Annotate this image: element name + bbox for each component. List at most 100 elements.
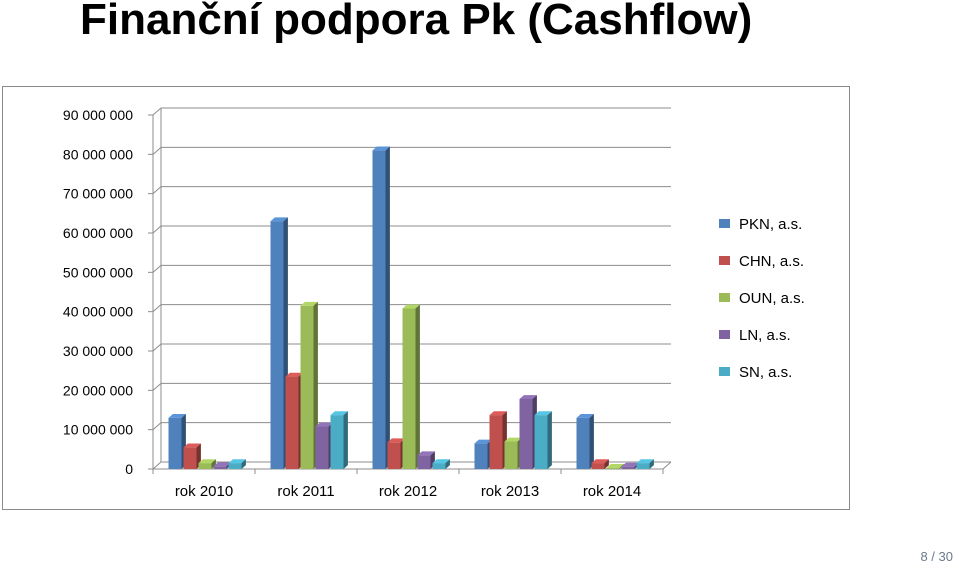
y-tick-label: 90 000 000 — [63, 107, 133, 123]
gridline-side — [152, 343, 162, 352]
gridline-side — [152, 264, 162, 273]
legend-label: CHN, a.s. — [739, 253, 804, 270]
legend-swatch — [719, 367, 730, 376]
bar-top — [417, 451, 435, 456]
bar-chart: 0 10 000 000 20 000 000 30 000 000 40 000 00… — [63, 107, 805, 500]
bar-top — [432, 459, 450, 464]
page-number: 8 / 30 — [920, 549, 953, 564]
bar — [228, 463, 242, 469]
bar — [636, 463, 650, 469]
bar — [519, 398, 533, 469]
bar-top — [591, 459, 609, 464]
floor-edge — [662, 461, 672, 470]
bar-side — [604, 459, 609, 469]
y-tick-label: 0 — [125, 461, 133, 477]
bar-top — [489, 411, 507, 416]
bar-top — [576, 414, 594, 418]
bar-side — [649, 459, 654, 469]
slide-title: Finanční podpora Pk (Cashflow) — [80, 0, 753, 44]
gridline-side — [152, 422, 162, 431]
bar-side — [211, 459, 216, 469]
bar — [300, 305, 314, 469]
bar — [402, 308, 416, 469]
x-tick-label: rok 2011 — [277, 483, 334, 500]
bar — [387, 442, 401, 469]
bar-top — [636, 459, 654, 464]
bar — [198, 463, 212, 469]
bar-side — [445, 459, 450, 469]
bar-top — [300, 301, 318, 306]
bar — [213, 466, 227, 469]
legend-label: LN, a.s. — [739, 327, 791, 344]
bar-top — [213, 462, 231, 467]
y-tick-label: 50 000 000 — [63, 264, 133, 280]
bar-top — [198, 459, 216, 464]
bar — [183, 447, 197, 469]
bar-top — [621, 462, 639, 467]
x-tick-label: rok 2013 — [481, 483, 539, 500]
bar — [576, 417, 590, 469]
bar-top — [534, 411, 552, 416]
bar-side — [343, 411, 348, 469]
y-tick-label: 80 000 000 — [63, 146, 133, 162]
legend-label: SN, a.s. — [739, 364, 792, 381]
legend-swatch — [719, 293, 730, 302]
legend-label: PKN, a.s. — [739, 216, 802, 233]
bar — [285, 376, 299, 469]
bar — [168, 417, 182, 469]
gridline-side — [152, 146, 162, 155]
bar — [606, 467, 620, 469]
y-tick-label: 40 000 000 — [63, 304, 133, 320]
bar-top — [402, 304, 420, 309]
bar — [270, 221, 284, 469]
bar — [591, 463, 605, 469]
legend-swatch — [719, 330, 730, 339]
bar-top — [270, 217, 288, 222]
x-tick-label: rok 2010 — [175, 483, 233, 500]
bar — [330, 415, 344, 469]
bar-top — [285, 372, 303, 377]
legend-swatch — [719, 219, 730, 228]
bar — [534, 415, 548, 469]
bar — [504, 441, 518, 469]
bar-top — [372, 146, 390, 151]
bar — [432, 463, 446, 469]
bar — [315, 426, 329, 469]
chart-frame: 0 10 000 000 20 000 000 30 000 000 40 000 00… — [2, 86, 850, 510]
bar-top — [504, 437, 522, 442]
y-tick-label: 70 000 000 — [63, 186, 133, 202]
legend-swatch — [719, 256, 730, 265]
y-tick-label: 60 000 000 — [63, 225, 133, 241]
bar-top — [519, 395, 537, 399]
bar-top — [315, 422, 333, 427]
bar-top — [168, 414, 186, 418]
bar — [474, 443, 488, 469]
y-tick-label: 30 000 000 — [63, 343, 133, 359]
y-tick-label: 10 000 000 — [63, 422, 133, 438]
bar-top — [330, 411, 348, 416]
gridline-side — [152, 304, 162, 313]
y-tick-label: 20 000 000 — [63, 382, 133, 398]
bar — [621, 466, 635, 469]
gridline-side — [152, 461, 162, 470]
gridline-side — [152, 107, 162, 116]
bar-top — [474, 439, 492, 444]
bar-top — [387, 438, 405, 443]
bar-side — [385, 146, 390, 470]
bar-top — [183, 443, 201, 448]
legend-label: OUN, a.s. — [739, 290, 805, 307]
bar-side — [241, 459, 246, 469]
bar-top — [228, 459, 246, 464]
bar — [417, 455, 431, 469]
x-tick-label: rok 2014 — [583, 483, 641, 500]
bar — [489, 415, 503, 469]
x-tick-label: rok 2012 — [379, 483, 437, 500]
bar — [372, 150, 386, 469]
gridline-side — [152, 186, 162, 195]
gridline-side — [152, 225, 162, 234]
bar-top — [606, 463, 624, 468]
gridline-side — [152, 382, 162, 391]
bar-side — [589, 414, 594, 469]
bar-side — [415, 304, 420, 469]
